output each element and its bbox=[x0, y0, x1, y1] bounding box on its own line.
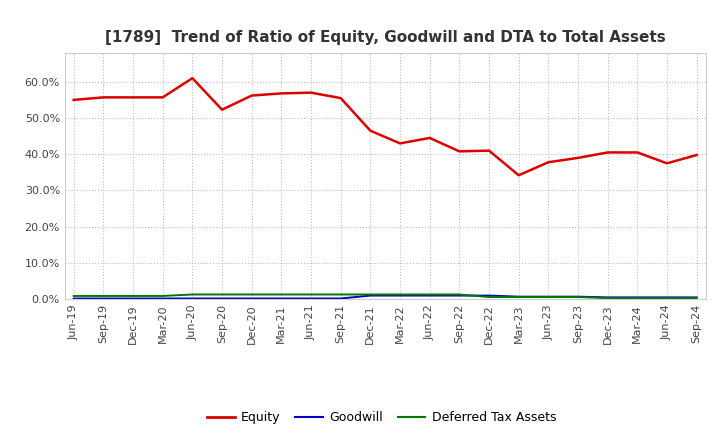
Legend: Equity, Goodwill, Deferred Tax Assets: Equity, Goodwill, Deferred Tax Assets bbox=[202, 407, 561, 429]
Title: [1789]  Trend of Ratio of Equity, Goodwill and DTA to Total Assets: [1789] Trend of Ratio of Equity, Goodwil… bbox=[105, 29, 665, 45]
